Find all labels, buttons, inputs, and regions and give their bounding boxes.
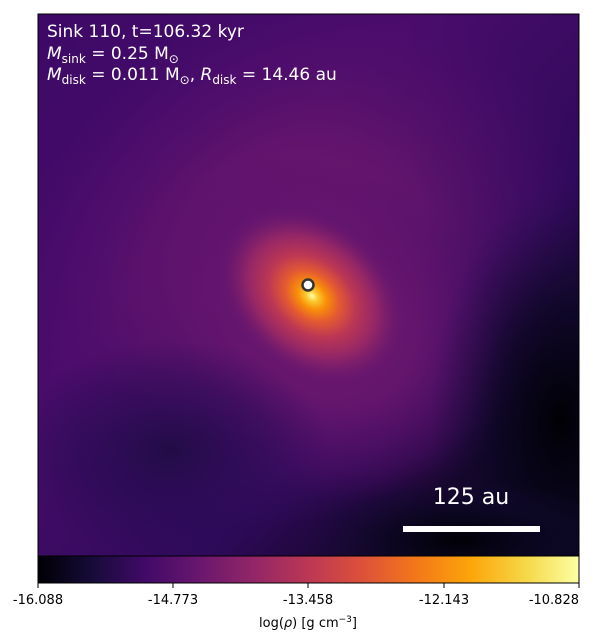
annotation-disk-properties: Mdisk = 0.011 M⊙, Rdisk = 14.46 au — [47, 65, 337, 87]
colorbar-ticks — [37, 583, 580, 588]
colorbar-label: log(ρ) [g cm−3] — [259, 615, 357, 631]
annotation-sink-time: Sink 110, t=106.32 kyr — [47, 22, 244, 42]
colorbar-tick-label: -10.828 — [529, 593, 579, 608]
colorbar — [37, 555, 580, 584]
colorbar-tick-label: -13.458 — [283, 593, 333, 608]
colorbar-tick-label: -12.143 — [419, 593, 469, 608]
sink-marker — [301, 278, 315, 292]
scale-bar — [403, 526, 540, 532]
colorbar-tick-label: -16.088 — [13, 593, 63, 608]
colorbar-tick-label: -14.773 — [148, 593, 198, 608]
scale-bar-label: 125 au — [433, 485, 509, 510]
annotation-sink-mass: Msink = 0.25 M⊙ — [47, 44, 179, 66]
